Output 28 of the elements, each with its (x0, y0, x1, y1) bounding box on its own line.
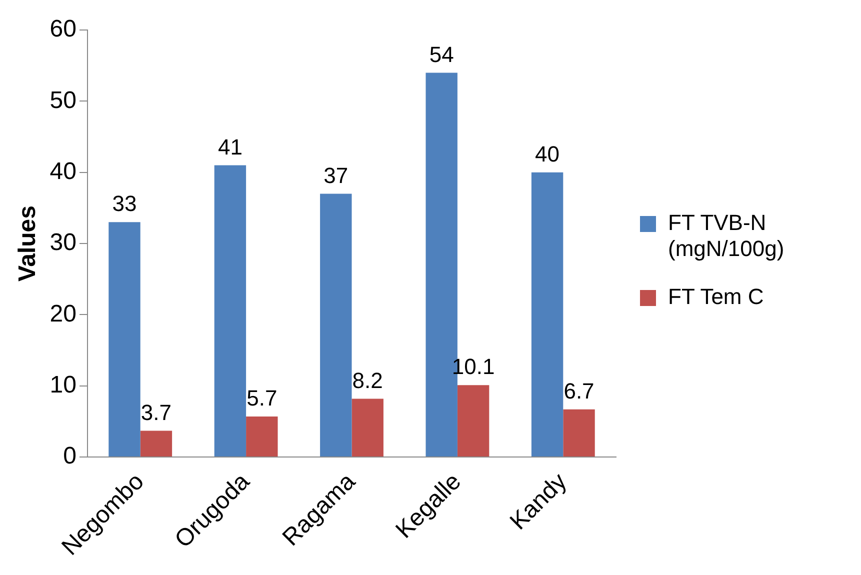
legend-label: FT TVB-N (mgN/100g) (668, 210, 786, 262)
y-tick-label: 0 (63, 442, 76, 470)
y-tick-label: 10 (50, 372, 76, 398)
data-label: 8.2 (352, 368, 383, 393)
data-label: 40 (535, 141, 560, 166)
data-label: 41 (218, 134, 242, 160)
bar (140, 430, 172, 457)
bar (563, 409, 595, 457)
data-label: 37 (324, 162, 348, 188)
y-tick-label: 60 (50, 16, 76, 43)
bar (531, 172, 564, 457)
bar (246, 416, 278, 457)
y-axis-title: Values (14, 205, 42, 282)
bar (214, 165, 246, 457)
data-label: 3.7 (140, 400, 172, 425)
bar (352, 398, 384, 457)
y-tick-label: 30 (50, 229, 76, 256)
bar (320, 194, 352, 457)
bar (457, 385, 490, 457)
y-tick-label: 40 (50, 158, 76, 185)
data-label: 54 (429, 42, 454, 67)
legend-label: FT Tem C (668, 284, 764, 310)
data-label: 33 (112, 191, 137, 216)
y-tick-label: 20 (50, 300, 76, 328)
y-tick-label: 50 (50, 86, 76, 114)
bar (108, 222, 140, 457)
data-label: 6.7 (564, 378, 594, 404)
data-label: 5.7 (246, 386, 278, 411)
